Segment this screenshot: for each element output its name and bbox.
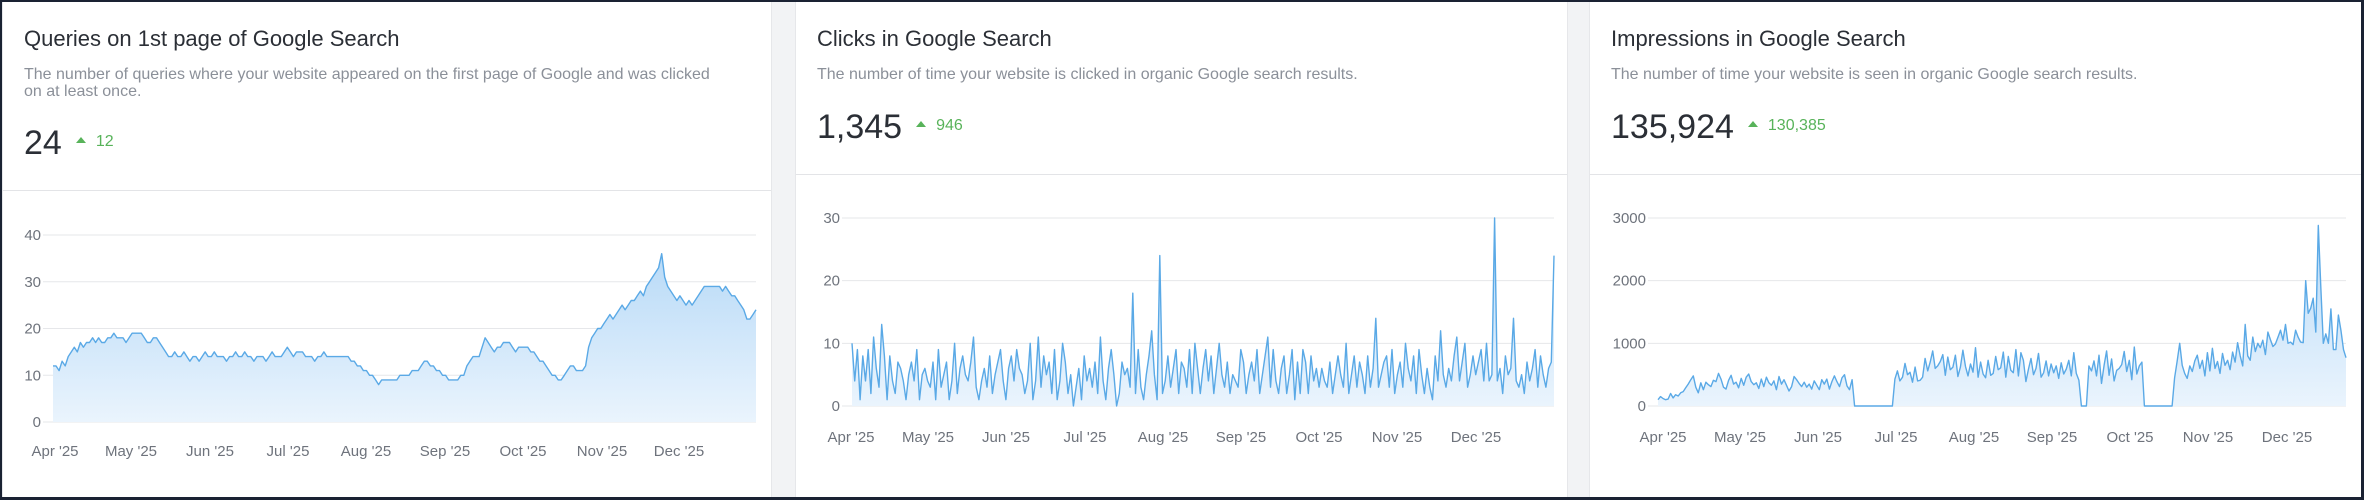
x-tick-label: Nov '25	[1372, 429, 1422, 446]
card-description: The number of time your website is seen …	[1611, 66, 2138, 83]
card-description: The number of queries where your website…	[24, 66, 710, 100]
y-tick-label: 3000	[1613, 210, 1646, 227]
series-line	[851, 217, 1555, 407]
y-tick-label: 30	[823, 210, 840, 227]
y-tick-label: 10	[823, 335, 840, 352]
card-header: Queries on 1st page of Google Search The…	[3, 2, 771, 191]
clicks-chart: 0 10 20 30 Apr '25 May '25 Jun '25 Jul '25 Aug '…	[823, 210, 1555, 446]
delta-badge: 946	[916, 117, 963, 134]
arrow-up-icon	[916, 121, 927, 127]
metric: 135,924 130,385	[1611, 108, 1826, 147]
x-tick-label: Jun '25	[1794, 429, 1842, 446]
clicks-card: Clicks in Google Search The number of ti…	[795, 2, 1568, 497]
x-tick-label: Sep '25	[2027, 429, 2077, 446]
x-tick-label: Aug '25	[1138, 429, 1188, 446]
x-tick-label: Jul '25	[267, 443, 310, 460]
y-tick-label: 40	[24, 227, 41, 244]
metric: 1,345 946	[817, 108, 963, 147]
x-tick-label: Apr '25	[31, 443, 78, 460]
metric-value: 24	[24, 124, 62, 162]
delta-value: 946	[936, 117, 963, 134]
series-area	[53, 253, 756, 422]
arrow-up-icon	[75, 137, 86, 143]
x-tick-label: Nov '25	[577, 443, 627, 460]
metric-value: 135,924	[1611, 108, 1734, 146]
x-tick-label: Aug '25	[1949, 429, 1999, 446]
y-tick-label: 30	[24, 274, 41, 291]
delta-badge: 130,385	[1747, 117, 1826, 134]
x-tick-label: Oct '25	[1295, 429, 1342, 446]
series-line	[53, 253, 757, 386]
x-tick-label: Sep '25	[420, 443, 470, 460]
y-tick-label: 20	[823, 273, 840, 290]
x-tick-label: Jul '25	[1064, 429, 1107, 446]
x-tick-label: Aug '25	[341, 443, 391, 460]
impressions-chart: 0 1000 2000 3000 Apr '25 May '25 Jun '25 Jul '2…	[1613, 210, 2347, 446]
y-tick-label: 0	[1638, 398, 1646, 415]
delta-badge: 12	[75, 133, 114, 150]
x-tick-label: Nov '25	[2183, 429, 2233, 446]
queries-chart: 0 10 20 30 40 Apr '25 May '25 Jun '25 Jul '25 Aug…	[24, 227, 757, 460]
y-tick-label: 0	[33, 414, 41, 431]
metric-value: 1,345	[817, 108, 903, 146]
x-tick-label: Jun '25	[186, 443, 234, 460]
x-tick-label: Sep '25	[1216, 429, 1266, 446]
series-area	[852, 218, 1554, 406]
x-tick-label: May '25	[1714, 429, 1766, 446]
x-tick-label: Dec '25	[2262, 429, 2312, 446]
y-tick-label: 2000	[1613, 273, 1646, 290]
card-title: Impressions in Google Search	[1611, 26, 1906, 51]
card-title: Clicks in Google Search	[817, 26, 1052, 51]
x-tick-label: Apr '25	[827, 429, 874, 446]
x-tick-label: Dec '25	[1451, 429, 1501, 446]
impressions-card: Impressions in Google Search The number …	[1589, 2, 2361, 497]
card-title: Queries on 1st page of Google Search	[24, 26, 400, 51]
x-tick-label: Oct '25	[2106, 429, 2153, 446]
x-tick-label: May '25	[902, 429, 954, 446]
metric: 24 12	[24, 124, 114, 163]
queries-card: Queries on 1st page of Google Search The…	[2, 2, 772, 497]
x-tick-label: Jun '25	[982, 429, 1030, 446]
series-line	[1657, 224, 2347, 407]
card-description: The number of time your website is click…	[817, 66, 1358, 83]
y-tick-label: 0	[832, 398, 840, 415]
y-tick-label: 1000	[1613, 335, 1646, 352]
x-tick-label: Oct '25	[499, 443, 546, 460]
x-tick-label: Jul '25	[1875, 429, 1918, 446]
delta-value: 12	[95, 133, 114, 150]
delta-value: 130,385	[1767, 117, 1826, 134]
x-tick-label: Dec '25	[654, 443, 704, 460]
card-header: Impressions in Google Search The number …	[1590, 2, 2361, 175]
x-tick-label: Apr '25	[1639, 429, 1686, 446]
y-tick-label: 10	[24, 367, 41, 384]
arrow-up-icon	[1747, 121, 1758, 127]
x-tick-label: May '25	[105, 443, 157, 460]
card-header: Clicks in Google Search The number of ti…	[796, 2, 1567, 175]
y-tick-label: 20	[24, 321, 41, 338]
